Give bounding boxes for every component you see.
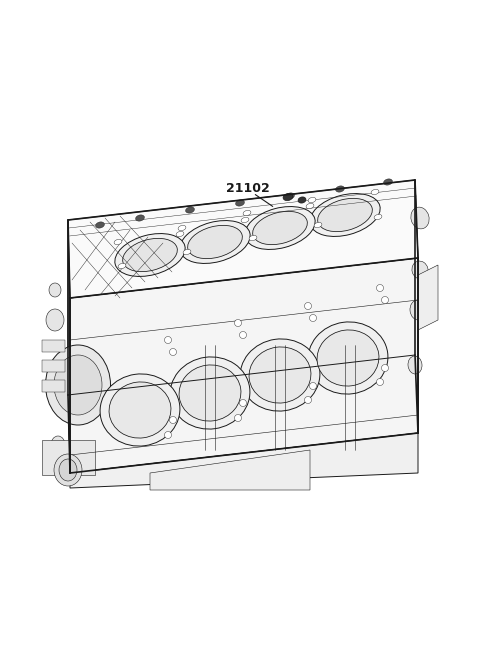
Ellipse shape (243, 211, 251, 216)
Polygon shape (68, 220, 70, 473)
Ellipse shape (235, 319, 241, 327)
Ellipse shape (54, 454, 82, 486)
Ellipse shape (304, 396, 312, 403)
Polygon shape (150, 450, 310, 490)
Ellipse shape (382, 365, 388, 371)
Ellipse shape (170, 357, 250, 429)
Ellipse shape (115, 234, 185, 276)
Ellipse shape (304, 302, 312, 310)
Polygon shape (42, 360, 65, 372)
Ellipse shape (183, 249, 191, 255)
Polygon shape (70, 433, 418, 488)
Ellipse shape (46, 345, 110, 425)
Ellipse shape (306, 203, 314, 209)
Ellipse shape (286, 193, 294, 199)
Ellipse shape (165, 337, 171, 344)
Ellipse shape (376, 379, 384, 386)
Ellipse shape (49, 283, 61, 297)
Ellipse shape (283, 194, 293, 201)
Text: 21102: 21102 (226, 182, 270, 195)
Ellipse shape (165, 432, 171, 438)
Ellipse shape (178, 226, 186, 231)
Ellipse shape (240, 339, 320, 411)
Ellipse shape (241, 217, 249, 222)
Ellipse shape (109, 382, 171, 438)
Ellipse shape (245, 207, 315, 249)
Ellipse shape (318, 198, 372, 232)
Polygon shape (42, 340, 65, 352)
Ellipse shape (118, 263, 126, 268)
Ellipse shape (240, 331, 247, 338)
Ellipse shape (374, 215, 382, 220)
Ellipse shape (135, 215, 144, 221)
Polygon shape (68, 180, 418, 298)
Ellipse shape (314, 222, 322, 228)
Polygon shape (70, 258, 418, 473)
Ellipse shape (308, 322, 388, 394)
Ellipse shape (100, 374, 180, 446)
Ellipse shape (176, 232, 184, 237)
Ellipse shape (249, 236, 257, 241)
Ellipse shape (188, 226, 242, 258)
Ellipse shape (180, 220, 250, 264)
Ellipse shape (252, 211, 307, 245)
Ellipse shape (51, 436, 65, 454)
Polygon shape (415, 180, 418, 433)
Ellipse shape (240, 400, 247, 407)
Ellipse shape (169, 417, 177, 424)
Ellipse shape (317, 330, 379, 386)
Ellipse shape (310, 194, 380, 236)
Polygon shape (42, 440, 95, 475)
Ellipse shape (308, 197, 316, 203)
Ellipse shape (186, 207, 194, 213)
Ellipse shape (408, 356, 422, 374)
Ellipse shape (382, 297, 388, 304)
Ellipse shape (235, 415, 241, 422)
Ellipse shape (249, 347, 311, 403)
Ellipse shape (384, 179, 393, 185)
Ellipse shape (411, 207, 429, 229)
Ellipse shape (336, 186, 345, 192)
Ellipse shape (96, 222, 105, 228)
Ellipse shape (169, 348, 177, 356)
Ellipse shape (412, 261, 428, 279)
Ellipse shape (298, 197, 306, 203)
Ellipse shape (310, 382, 316, 390)
Ellipse shape (179, 365, 241, 421)
Ellipse shape (54, 355, 102, 415)
Ellipse shape (46, 309, 64, 331)
Ellipse shape (114, 239, 122, 245)
Polygon shape (68, 355, 418, 473)
Ellipse shape (310, 314, 316, 321)
Ellipse shape (410, 300, 426, 320)
Ellipse shape (371, 190, 379, 195)
Ellipse shape (236, 200, 244, 206)
Polygon shape (418, 265, 438, 330)
Ellipse shape (59, 459, 77, 481)
Ellipse shape (376, 285, 384, 291)
Polygon shape (42, 380, 65, 392)
Ellipse shape (123, 238, 177, 272)
